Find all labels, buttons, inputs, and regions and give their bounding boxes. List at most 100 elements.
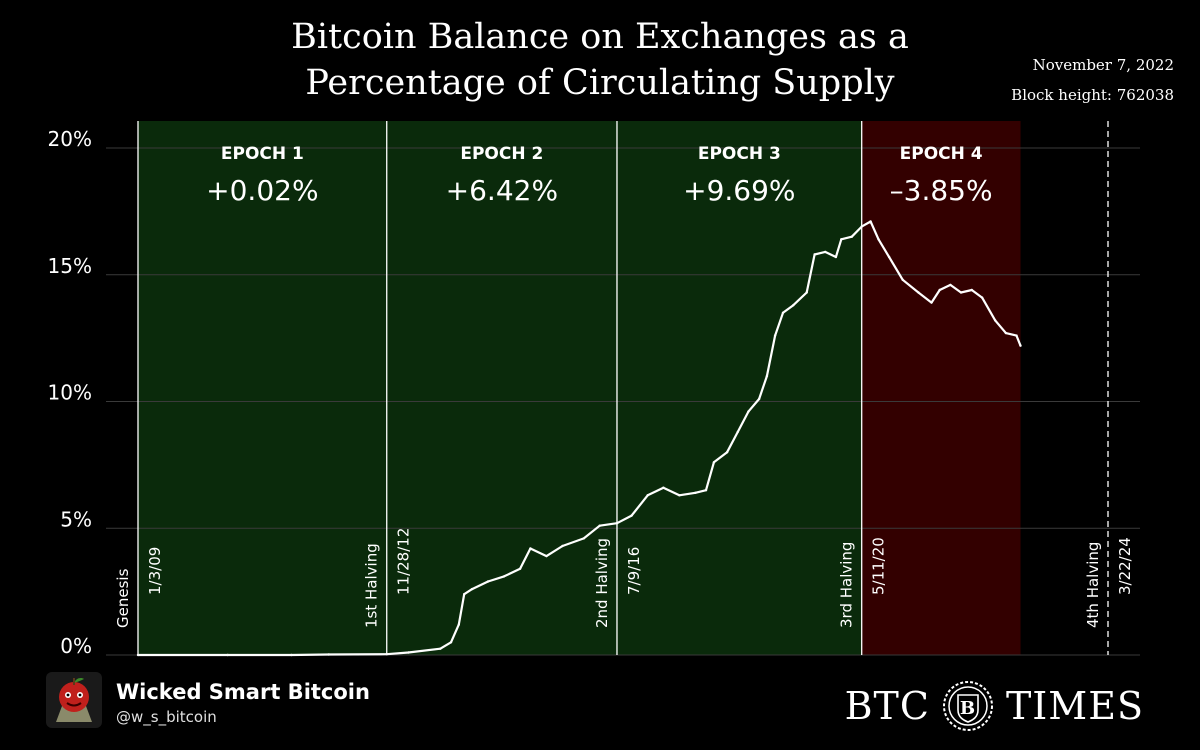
event-date-label: 5/11/20 <box>870 537 888 595</box>
data-point <box>959 291 963 294</box>
block-height-label: Block height: 762038 <box>1011 86 1174 104</box>
data-point <box>470 587 474 591</box>
event-name-label: 3rd Halving <box>838 542 856 628</box>
date-label: November 7, 2022 <box>1032 56 1174 74</box>
logo-text-btc: BTC <box>844 684 930 728</box>
data-point <box>792 304 795 307</box>
epoch-title: EPOCH 4 <box>900 144 983 164</box>
data-point <box>1004 331 1008 335</box>
author-name: Wicked Smart Bitcoin <box>116 680 370 704</box>
avatar <box>46 672 102 728</box>
data-point <box>582 537 585 540</box>
data-point <box>561 544 564 548</box>
data-point <box>712 461 716 464</box>
data-point <box>781 311 785 314</box>
y-tick-label: 10% <box>48 381 92 405</box>
data-point <box>615 522 619 525</box>
data-point <box>502 575 506 578</box>
event-date-label: 11/28/12 <box>395 528 413 595</box>
data-point <box>226 653 229 657</box>
y-tick-label: 5% <box>60 507 92 531</box>
data-point <box>463 593 466 596</box>
epoch-change: +0.02% <box>206 174 318 207</box>
data-point <box>930 301 933 304</box>
data-point <box>773 334 777 337</box>
epoch-band-1 <box>138 121 387 655</box>
chart-title: Bitcoin Balance on Exchanges as a Percen… <box>200 14 1000 106</box>
data-point <box>869 220 872 223</box>
data-point <box>725 451 729 454</box>
data-point <box>824 250 827 254</box>
data-point <box>385 653 388 656</box>
data-point <box>704 489 708 492</box>
data-point <box>765 374 769 378</box>
data-point <box>805 291 808 294</box>
data-point <box>407 651 410 654</box>
data-point <box>938 288 941 292</box>
y-tick-label: 20% <box>48 127 92 151</box>
data-point <box>662 486 665 489</box>
event-date-label: 7/9/16 <box>625 547 643 595</box>
epoch-labels: EPOCH 1 +0.02% EPOCH 2 +6.42% EPOCH 3 +9.69% E… <box>206 144 992 207</box>
data-point <box>1019 344 1022 347</box>
epoch-change: +9.69% <box>683 174 795 207</box>
event-name-label: Genesis <box>114 568 132 628</box>
epoch-title: EPOCH 3 <box>698 144 781 164</box>
logo-monogram-icon: B <box>942 681 993 731</box>
data-point <box>887 255 891 259</box>
data-point <box>917 291 920 294</box>
y-axis: 0% 5% 10% 15% 20% <box>48 127 92 658</box>
data-point <box>813 253 816 256</box>
epoch-title: EPOCH 1 <box>221 144 304 164</box>
data-point <box>747 410 750 413</box>
data-point <box>327 653 330 656</box>
data-point <box>949 283 952 287</box>
event-name-label: 1st Halving <box>363 543 381 628</box>
data-point <box>598 524 601 527</box>
data-point <box>877 238 880 241</box>
data-point <box>486 580 490 583</box>
author-handle: @w_s_bitcoin <box>116 708 217 726</box>
chart-title-line-1: Bitcoin Balance on Exchanges as a <box>291 17 909 57</box>
data-point <box>518 567 522 570</box>
data-point <box>901 278 904 281</box>
event-date-label: 1/3/09 <box>146 547 164 595</box>
data-point <box>694 491 697 494</box>
data-point <box>545 554 548 558</box>
data-point <box>630 514 633 517</box>
chart: 0% 5% 10% 15% 20% Genesis 1/3/09 1st Halving 11… <box>48 121 1140 658</box>
data-point <box>860 225 863 228</box>
chart-title-line-2: Percentage of Circulating Supply <box>305 63 895 103</box>
data-point <box>136 653 140 657</box>
event-name-label: 2nd Halving <box>593 538 611 628</box>
y-tick-label: 15% <box>48 254 92 278</box>
data-point <box>850 235 853 238</box>
data-point <box>1015 334 1018 337</box>
data-point <box>529 547 532 550</box>
data-point <box>439 647 442 650</box>
data-point <box>457 623 460 626</box>
epoch-title: EPOCH 2 <box>460 144 543 164</box>
epoch-band-2 <box>386 121 617 655</box>
logo-monogram-letter: B <box>960 698 976 719</box>
logo-text-times: TIMES <box>1005 684 1144 728</box>
epoch-band-4 <box>861 121 1021 655</box>
data-point <box>994 319 997 322</box>
btc-times-logo: BTC B TIMES <box>845 678 1144 734</box>
data-point <box>834 255 838 259</box>
data-point <box>970 288 973 292</box>
event-lines: Genesis 1/3/09 1st Halving 11/28/12 2nd Halv… <box>114 121 1134 655</box>
data-point <box>736 430 739 434</box>
data-point <box>290 653 293 657</box>
event-date-label: 3/22/24 <box>1116 537 1134 595</box>
event-name-label: 4th Halving <box>1084 542 1102 628</box>
y-tick-label: 0% <box>60 634 92 658</box>
data-point <box>449 641 453 644</box>
data-point <box>646 494 649 497</box>
epoch-bands <box>138 121 1021 655</box>
series-group <box>136 220 1022 657</box>
data-point <box>757 397 761 401</box>
chart-meta: November 7, 2022 Block height: 762038 <box>1011 50 1174 110</box>
data-point <box>840 238 843 241</box>
data-point <box>678 494 681 497</box>
